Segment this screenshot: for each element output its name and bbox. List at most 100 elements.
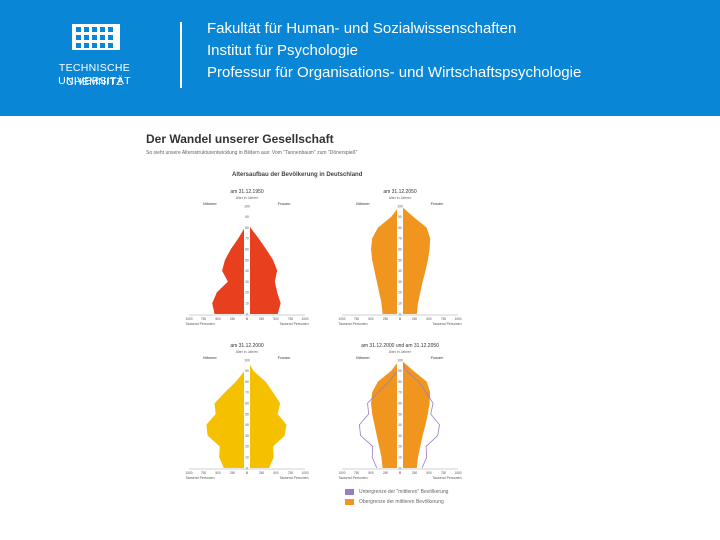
x-tick: 750 [201, 317, 207, 321]
university-logo[interactable]: TECHNISCHE UNIVERSITÄT CHEMNITZ [22, 18, 167, 98]
age-tick: 50 [398, 412, 402, 416]
x-tick: 0 [246, 471, 248, 475]
x-tick: 0 [399, 317, 401, 321]
age-tick: 90 [245, 215, 249, 219]
age-axis-label: Alter in Jahren [236, 350, 259, 354]
x-tick: 500 [215, 471, 221, 475]
age-tick: 80 [245, 226, 249, 230]
age-tick: 70 [245, 391, 249, 395]
x-tick: 500 [426, 471, 432, 475]
age-tick: 100 [244, 358, 250, 362]
age-tick: 80 [245, 380, 249, 384]
age-tick: 60 [398, 402, 402, 406]
age-tick: 40 [398, 269, 402, 273]
x-tick: 500 [368, 317, 374, 321]
legend-item: Obergrenze der mittleren Bevölkerung [345, 497, 448, 507]
age-tick: 60 [245, 402, 249, 406]
age-tick: 10 [398, 456, 402, 460]
x-tick: 0 [399, 317, 401, 321]
age-tick: 80 [398, 380, 402, 384]
x-tick: 250 [259, 471, 265, 475]
x-tick: 250 [412, 471, 418, 475]
legend: Untergrenze der "mittleren" Bevölkerung … [345, 487, 448, 507]
age-axis-band [244, 204, 250, 314]
age-axis-label: Alter in Jahren [389, 196, 412, 200]
age-tick: 10 [245, 302, 249, 306]
header-bar: TECHNISCHE UNIVERSITÄT CHEMNITZ Fakultät… [0, 0, 720, 116]
legend-label: Untergrenze der "mittleren" Bevölkerung [359, 489, 449, 495]
age-tick: 20 [398, 445, 402, 449]
faculty-line: Fakultät für Human- und Sozialwissenscha… [207, 20, 517, 37]
figure-subtitle: So sieht unsere Altersstrukturentwicklun… [146, 150, 358, 156]
legend-label: Obergrenze der mittleren Bevölkerung [359, 499, 444, 505]
outline-male [358, 359, 401, 469]
institute-line: Institut für Psychologie [207, 42, 358, 59]
age-axis-label: Alter in Jahren [236, 196, 259, 200]
x-tick: 1000 [301, 317, 308, 321]
x-tick: 750 [441, 317, 447, 321]
date-label: am 31.12.2000 und am 31.12.2050 [361, 343, 439, 349]
x-axis-label-left: Tausend Personen [338, 476, 367, 480]
x-axis-label-left: Tausend Personen [185, 322, 214, 326]
age-tick: 0 [246, 312, 248, 316]
x-axis-label-left: Tausend Personen [338, 322, 367, 326]
age-tick: 50 [245, 412, 249, 416]
age-tick: 30 [398, 434, 402, 438]
x-tick: 0 [246, 317, 248, 321]
age-tick: 30 [398, 280, 402, 284]
age-tick: 100 [397, 204, 403, 208]
x-tick: 1000 [454, 317, 461, 321]
logo-building-icon [72, 24, 120, 50]
x-tick: 1000 [454, 471, 461, 475]
x-axis-label-left: Tausend Personen [185, 476, 214, 480]
age-tick: 20 [245, 291, 249, 295]
x-tick: 0 [399, 471, 401, 475]
age-tick: 0 [399, 312, 401, 316]
x-axis-label-right: Tausend Personen [279, 476, 308, 480]
x-tick: 250 [383, 471, 389, 475]
date-label: am 31.12.2000 [230, 343, 264, 349]
age-tick: 30 [245, 434, 249, 438]
x-tick: 250 [383, 317, 389, 321]
date-label: am 31.12.2050 [383, 189, 417, 195]
age-tick: 90 [245, 369, 249, 373]
x-tick: 750 [354, 471, 360, 475]
x-tick: 250 [259, 317, 265, 321]
age-axis-band [397, 204, 403, 314]
x-tick: 500 [273, 471, 279, 475]
age-tick: 20 [398, 291, 402, 295]
age-tick: 10 [245, 456, 249, 460]
x-tick: 500 [273, 317, 279, 321]
legend-swatch [345, 489, 354, 495]
x-tick: 1000 [338, 317, 345, 321]
age-tick: 60 [245, 248, 249, 252]
age-tick: 40 [245, 269, 249, 273]
outline-female [399, 359, 440, 469]
x-tick: 0 [246, 317, 248, 321]
age-tick: 30 [245, 280, 249, 284]
age-tick: 0 [246, 466, 248, 470]
female-label: Frauen [278, 201, 291, 206]
age-tick: 50 [398, 258, 402, 262]
age-tick: 70 [398, 391, 402, 395]
age-tick: 10 [398, 302, 402, 306]
age-tick: 20 [245, 445, 249, 449]
x-tick: 1000 [185, 317, 192, 321]
age-tick: 70 [398, 237, 402, 241]
x-tick: 750 [288, 471, 294, 475]
header-text: Fakultät für Human- und Sozialwissenscha… [207, 18, 581, 84]
x-tick: 250 [230, 471, 236, 475]
age-tick: 40 [245, 423, 249, 427]
x-tick: 0 [246, 471, 248, 475]
age-axis-label: Alter in Jahren [389, 350, 412, 354]
legend-swatch [345, 499, 354, 505]
age-tick: 100 [397, 358, 403, 362]
age-axis-band [244, 358, 250, 468]
x-tick: 500 [426, 317, 432, 321]
figure-title: Der Wandel unserer Gesellschaft [146, 132, 334, 146]
age-tick: 40 [398, 423, 402, 427]
x-tick: 750 [354, 317, 360, 321]
